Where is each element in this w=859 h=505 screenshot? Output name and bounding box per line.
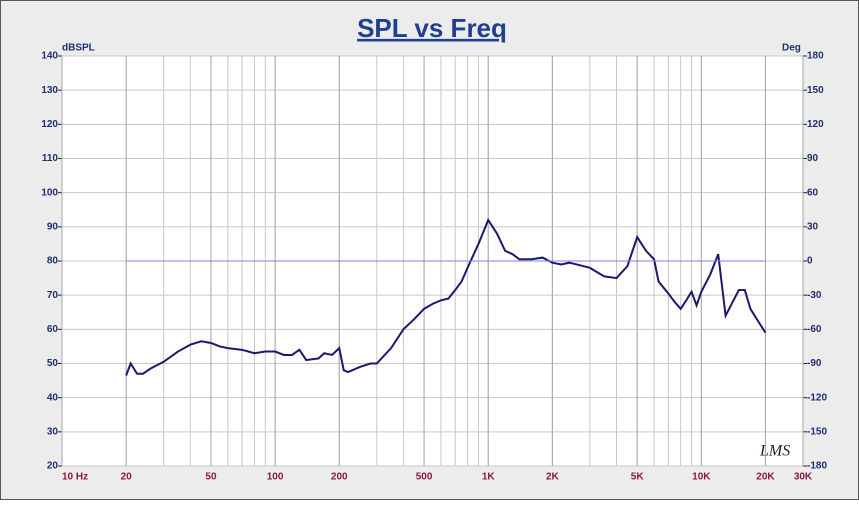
y-tick-label: 20 [47, 461, 59, 472]
y2-tick-label: 60 [807, 187, 819, 198]
y-tick-label: 120 [41, 119, 58, 130]
y2-tick-label: 150 [807, 85, 824, 96]
x-tick-label: 10 Hz [62, 472, 88, 483]
y-tick-label: 100 [41, 187, 58, 198]
y2-tick-label: -150 [807, 426, 827, 437]
x-tick-label: 10K [692, 472, 711, 483]
y2-tick-label: 180 [807, 51, 824, 62]
y-axis-label: dBSPL [62, 43, 95, 54]
y2-tick-label: 0 [807, 256, 813, 267]
annotation: LMS [759, 443, 790, 460]
y-tick-label: 110 [42, 153, 59, 164]
x-tick-label: 20 [121, 472, 133, 483]
chart-title: SPL vs Freq [357, 13, 507, 43]
y2-tick-label: 120 [807, 119, 824, 130]
y-tick-label: 90 [47, 221, 59, 232]
y2-tick-label: 30 [807, 221, 819, 232]
y2-axis-label: Deg [782, 43, 801, 54]
series-line [125, 217, 767, 376]
y-tick-label: 80 [47, 256, 59, 267]
y2-tick-label: -90 [807, 358, 822, 369]
x-tick-label: 1K [482, 472, 496, 483]
y-tick-label: 40 [47, 392, 59, 403]
y2-tick-label: -60 [807, 324, 822, 335]
x-tick-label: 100 [267, 472, 284, 483]
x-tick-label: 200 [331, 472, 348, 483]
x-tick-label: 50 [205, 472, 217, 483]
x-tick-label: 2K [546, 472, 560, 483]
x-tick-label: 5K [631, 472, 645, 483]
y-tick-label: 50 [47, 358, 59, 369]
y-tick-label: 60 [47, 324, 59, 335]
x-tick-label: 30K [794, 472, 813, 483]
y2-tick-label: -120 [807, 392, 827, 403]
y2-tick-label: -30 [807, 290, 822, 301]
y-tick-label: 140 [41, 51, 58, 62]
x-tick-label: 20K [756, 472, 775, 483]
y2-tick-label: 90 [807, 153, 819, 164]
x-tick-label: 500 [416, 472, 433, 483]
y-tick-label: 70 [47, 290, 59, 301]
y-tick-label: 130 [41, 85, 58, 96]
y2-tick-label: -180 [807, 461, 827, 472]
y-tick-label: 30 [47, 426, 59, 437]
